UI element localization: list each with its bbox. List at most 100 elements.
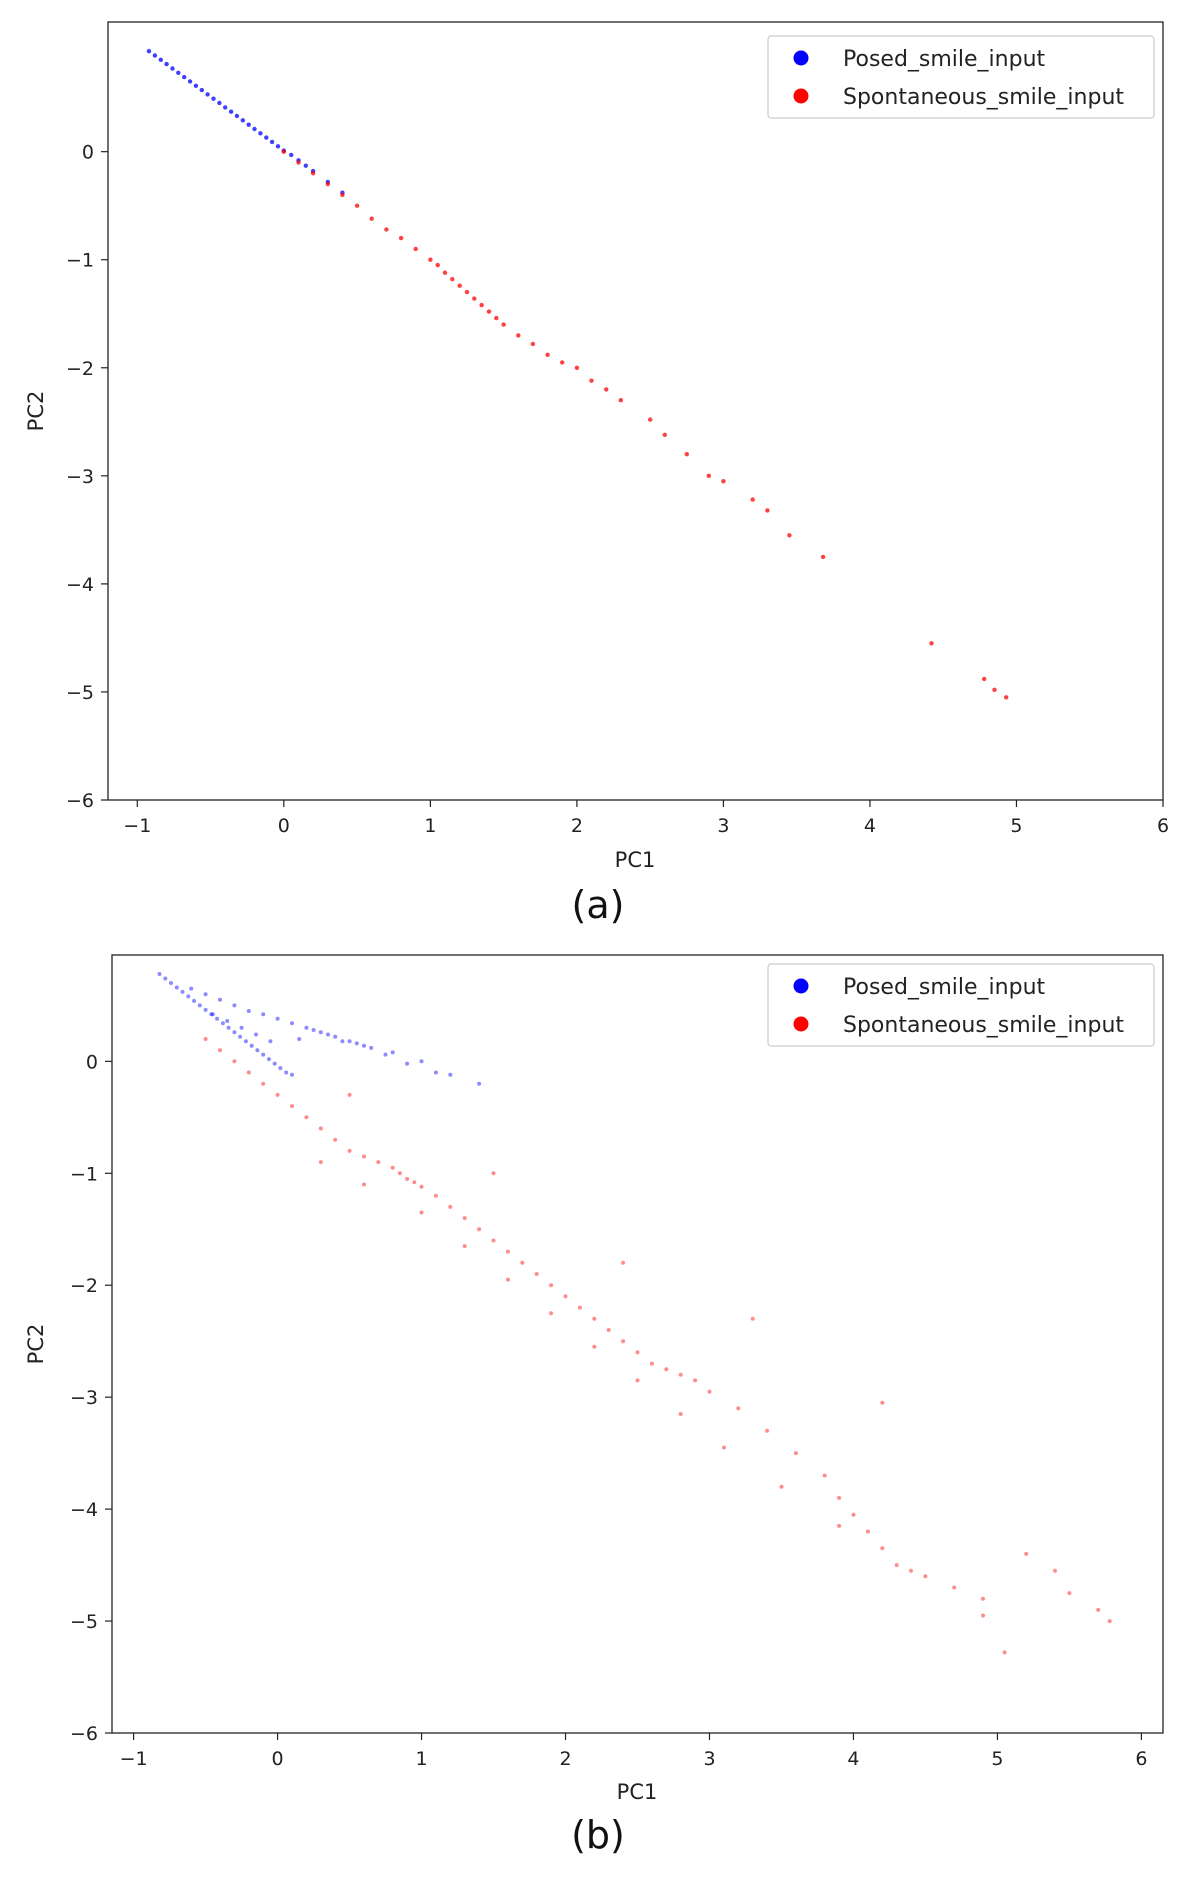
point-a-s0-15	[234, 113, 240, 119]
point-b-s1-56	[318, 1160, 323, 1165]
point-b-s1-69	[981, 1613, 985, 1618]
point-b-s1-1	[218, 1048, 222, 1053]
point-b-s1-27	[563, 1294, 568, 1299]
point-b-s1-0	[203, 1037, 208, 1041]
point-a-s0-18	[252, 126, 257, 132]
point-a-s0-10	[205, 92, 210, 97]
point-a-s1-31	[684, 452, 689, 457]
point-b-s0-3	[174, 985, 179, 990]
point-a-s1-41	[1004, 695, 1009, 700]
point-b-s1-10	[347, 1148, 352, 1153]
point-a-s1-25	[574, 365, 580, 370]
point-b-s1-19	[448, 1204, 453, 1209]
point-b-s0-20	[272, 1061, 277, 1066]
point-b-s0-51	[383, 1052, 388, 1057]
point-a-s1-23	[545, 352, 550, 357]
point-b-s1-20	[462, 1216, 467, 1221]
point-a-s0-24	[289, 152, 294, 158]
legend-marker-spontaneous-b	[793, 1016, 809, 1032]
point-b-s0-15	[243, 1039, 248, 1044]
point-a-s1-20	[501, 322, 506, 327]
x-tick-label-a-6: 6	[1157, 815, 1169, 837]
point-a-s1-0	[281, 149, 286, 154]
point-b-s1-39	[765, 1428, 770, 1433]
point-a-s1-33	[721, 479, 726, 484]
point-b-s1-47	[923, 1574, 928, 1579]
point-a-s1-36	[787, 533, 792, 538]
point-b-s1-70	[347, 1092, 352, 1097]
point-b-s1-8	[318, 1126, 323, 1131]
x-tick-label-b--1: −1	[120, 1748, 148, 1770]
point-b-s0-5	[186, 994, 191, 999]
point-a-s1-14	[457, 283, 462, 288]
x-tick-label-b-6: 6	[1135, 1748, 1147, 1770]
panel-a: −1 0 1 2 3 4 5 6 0 −1 −2 −3 −4 −5 −6 PC1 PC2 Posed_sm…	[24, 21, 1169, 927]
legend-marker-posed-b	[793, 978, 809, 994]
panel-b: −1 0 1 2 3 4 5 6 0 −1 −2 −3 −4 −5 −6 PC1 PC2 Posed_sm…	[24, 954, 1164, 1857]
point-a-s1-37	[820, 554, 826, 560]
point-b-s0-33	[318, 1030, 323, 1035]
point-b-s0-8	[203, 1007, 208, 1012]
y-tick-label-a--5: −5	[66, 682, 94, 704]
point-a-s1-7	[384, 227, 389, 232]
point-b-s0-11	[220, 1021, 225, 1026]
point-a-s0-21	[269, 139, 275, 145]
point-b-s0-28	[246, 1009, 251, 1013]
point-b-s1-17	[419, 1184, 424, 1189]
point-b-s1-74	[880, 1400, 885, 1405]
point-b-s0-37	[390, 1050, 395, 1055]
point-b-s1-11	[362, 1154, 366, 1159]
point-b-s0-47	[326, 1032, 330, 1037]
point-a-s1-15	[464, 289, 470, 295]
x-tick-label-a-1: 1	[424, 815, 436, 837]
point-b-s1-35	[678, 1372, 683, 1377]
x-tick-label-a-0: 0	[278, 815, 290, 837]
point-b-s1-50	[1002, 1650, 1007, 1655]
point-b-s0-6	[192, 998, 197, 1003]
point-b-s0-45	[297, 1037, 302, 1041]
panel-caption-a: (a)	[572, 883, 625, 927]
point-a-s1-27	[604, 387, 609, 392]
plot-frame-b	[111, 954, 1164, 1734]
point-b-s1-26	[549, 1283, 554, 1288]
point-a-s0-4	[170, 66, 175, 71]
y-tick-label-a--1: −1	[66, 250, 94, 272]
point-b-s1-62	[592, 1344, 597, 1349]
point-b-s1-65	[721, 1445, 726, 1450]
point-b-s1-25	[534, 1272, 539, 1276]
point-a-s1-30	[662, 432, 667, 437]
point-a-s0-5	[176, 70, 181, 76]
point-b-s0-29	[261, 1012, 266, 1017]
point-a-s0-8	[193, 83, 199, 89]
point-b-s1-72	[621, 1260, 626, 1265]
point-a-s1-10	[428, 257, 433, 262]
point-b-s1-7	[304, 1115, 309, 1120]
point-b-s1-45	[880, 1546, 885, 1551]
point-a-s0-11	[211, 96, 216, 101]
point-b-s0-38	[419, 1059, 424, 1064]
point-b-s0-4	[180, 989, 185, 994]
point-b-s0-23	[290, 1072, 294, 1077]
point-b-s0-10	[215, 1016, 220, 1021]
y-tick-label-b--5: −5	[70, 1611, 98, 1633]
point-b-s1-40	[793, 1451, 798, 1456]
point-b-s1-30	[606, 1328, 611, 1332]
point-a-s1-8	[398, 235, 404, 241]
point-b-s1-55	[1107, 1619, 1112, 1624]
point-a-s1-32	[706, 473, 711, 478]
x-tick-label-a-2: 2	[571, 815, 583, 837]
point-b-s1-59	[462, 1244, 467, 1249]
point-a-s1-11	[435, 262, 440, 268]
point-b-s0-21	[278, 1066, 283, 1071]
point-b-s1-5	[275, 1092, 280, 1097]
point-b-s0-9	[209, 1012, 214, 1017]
point-a-s1-28	[618, 398, 623, 403]
x-axis-label-a: PC1	[615, 848, 656, 872]
point-a-s1-17	[479, 302, 484, 308]
legend-label-posed-a: Posed_smile_input	[843, 47, 1046, 72]
point-b-s0-46	[311, 1028, 316, 1032]
point-b-s1-61	[549, 1311, 554, 1316]
point-b-s1-54	[1096, 1607, 1101, 1612]
point-b-s0-7	[197, 1003, 202, 1008]
point-b-s0-24	[189, 986, 194, 991]
